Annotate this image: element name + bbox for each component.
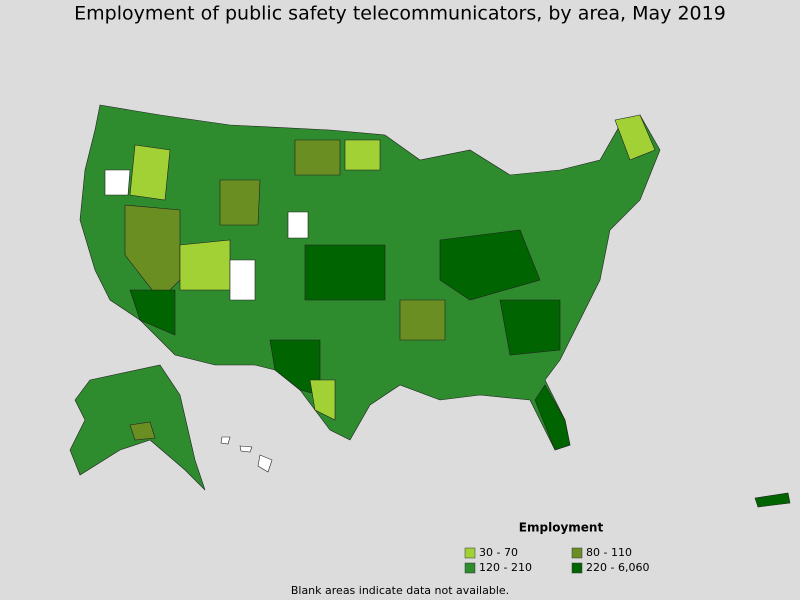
hawaii bbox=[257, 454, 273, 473]
legend: 30 - 70 80 - 110 120 - 210 220 - 6,060 bbox=[464, 546, 649, 574]
legend-swatch bbox=[464, 562, 476, 574]
legend-swatch bbox=[464, 547, 476, 559]
region bbox=[287, 211, 309, 239]
region bbox=[129, 289, 176, 336]
map-shapes bbox=[69, 104, 791, 508]
region bbox=[399, 299, 446, 341]
legend-label: 30 - 70 bbox=[479, 546, 518, 559]
hawaii bbox=[239, 445, 253, 453]
region bbox=[309, 379, 336, 421]
legend-label: 120 - 210 bbox=[479, 561, 532, 574]
legend-swatch bbox=[571, 547, 583, 559]
region bbox=[229, 259, 256, 301]
region bbox=[344, 139, 381, 171]
region bbox=[129, 144, 171, 201]
map-title: Employment of public safety telecommunic… bbox=[74, 3, 726, 25]
puerto-rico bbox=[754, 492, 791, 508]
hawaii bbox=[220, 436, 231, 445]
legend-label: 80 - 110 bbox=[586, 546, 632, 559]
region bbox=[269, 339, 321, 396]
region bbox=[179, 239, 231, 291]
legend-label: 220 - 6,060 bbox=[586, 561, 649, 574]
region bbox=[439, 229, 541, 301]
footnote: Blank areas indicate data not available. bbox=[291, 584, 509, 597]
legend-title: Employment bbox=[519, 521, 604, 535]
region bbox=[534, 384, 571, 451]
region bbox=[294, 139, 341, 176]
region bbox=[219, 179, 261, 226]
region bbox=[304, 244, 386, 301]
region bbox=[104, 169, 131, 196]
region bbox=[129, 421, 156, 441]
region bbox=[499, 299, 561, 356]
region bbox=[614, 114, 656, 161]
legend-swatch bbox=[571, 562, 583, 574]
